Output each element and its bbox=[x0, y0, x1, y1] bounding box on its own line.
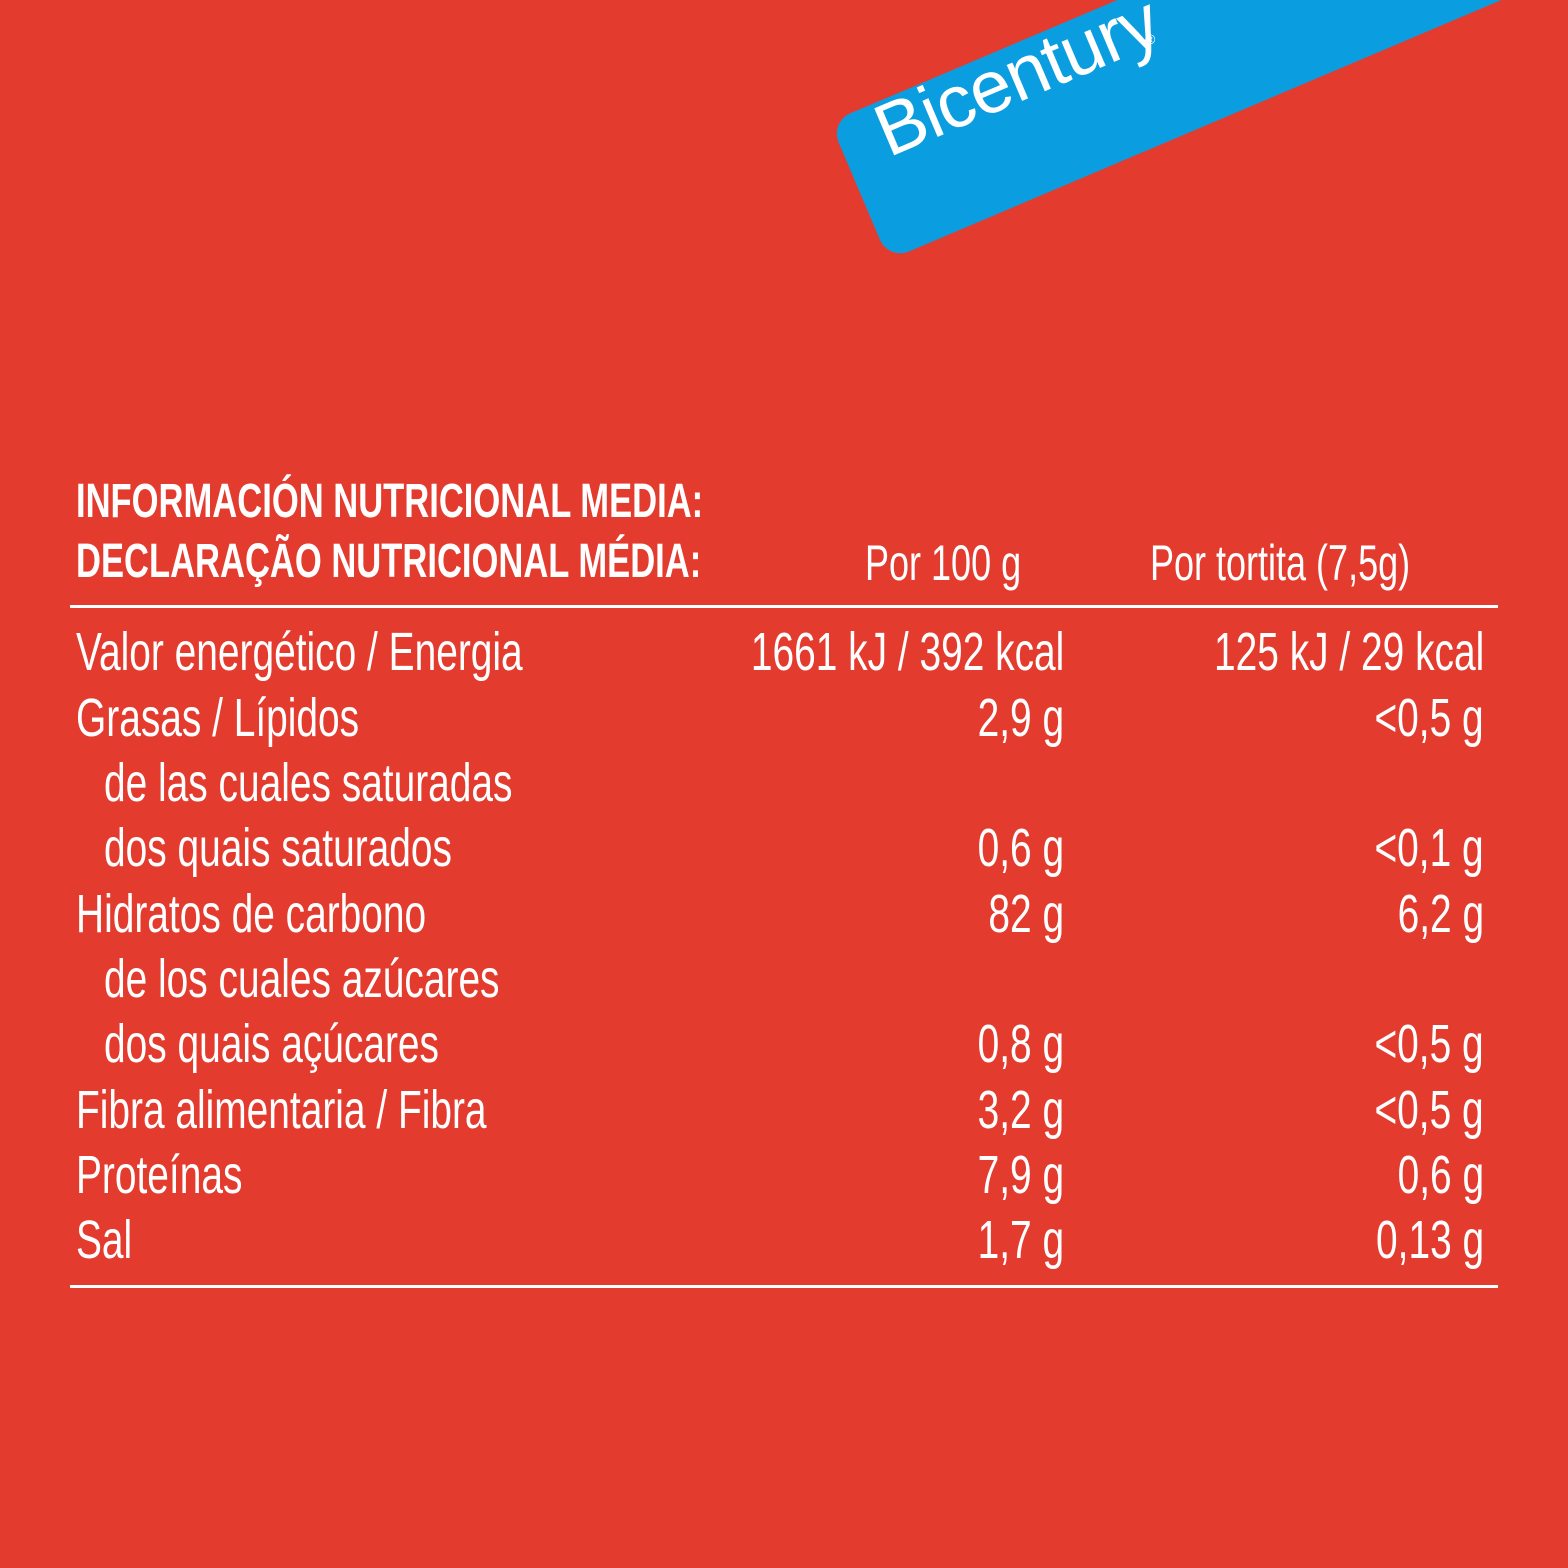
nutrient-label: Proteínas bbox=[76, 1145, 243, 1205]
value-per-unit: 6,2 g bbox=[1397, 884, 1484, 944]
nutrient-label: de las cuales saturadas bbox=[104, 753, 513, 813]
nutrient-label: Valor energético / Energia bbox=[76, 622, 523, 682]
column-header-per-100g: Por 100 g bbox=[865, 535, 1022, 591]
table-row: Proteínas 7,9 g 0,6 g bbox=[0, 1148, 1568, 1214]
nutrient-label: Sal bbox=[76, 1210, 133, 1270]
value-per-unit: 0,6 g bbox=[1397, 1145, 1484, 1205]
value-per-unit: 0,13 g bbox=[1375, 1210, 1484, 1270]
value-per-unit: <0,5 g bbox=[1374, 688, 1484, 748]
table-row: de los cuales azúcares bbox=[0, 952, 1568, 1018]
value-per-100g: 0,8 g bbox=[977, 1014, 1064, 1074]
table-row: de las cuales saturadas bbox=[0, 756, 1568, 822]
value-per-unit: 125 kJ / 29 kcal bbox=[1213, 622, 1484, 682]
value-per-100g: 3,2 g bbox=[977, 1080, 1064, 1140]
table-row: Valor energético / Energia 1661 kJ / 392… bbox=[0, 625, 1568, 691]
table-row: dos quais açúcares 0,8 g <0,5 g bbox=[0, 1017, 1568, 1083]
nutrient-label: Grasas / Lípidos bbox=[76, 688, 360, 748]
title-pt: DECLARAÇÃO NUTRICIONAL MÉDIA: bbox=[76, 535, 702, 588]
table-row: Hidratos de carbono 82 g 6,2 g bbox=[0, 887, 1568, 953]
column-header-per-unit: Por tortita (7,5g) bbox=[1150, 535, 1411, 591]
nutrient-label: dos quais açúcares bbox=[104, 1014, 440, 1074]
table-row: Grasas / Lípidos 2,9 g <0,5 g bbox=[0, 691, 1568, 757]
registered-mark: ® bbox=[1145, 31, 1156, 47]
nutrient-label: Fibra alimentaria / Fibra bbox=[76, 1080, 487, 1140]
table-bottom-rule bbox=[70, 1285, 1498, 1288]
table-row: dos quais saturados 0,6 g <0,1 g bbox=[0, 821, 1568, 887]
value-per-unit: <0,5 g bbox=[1374, 1014, 1484, 1074]
table-row: Sal 1,7 g 0,13 g bbox=[0, 1213, 1568, 1279]
nutrient-label: de los cuales azúcares bbox=[104, 949, 500, 1009]
value-per-unit: <0,1 g bbox=[1374, 818, 1484, 878]
nutrient-label: Hidratos de carbono bbox=[76, 884, 427, 944]
value-per-unit: <0,5 g bbox=[1374, 1080, 1484, 1140]
value-per-100g: 82 g bbox=[988, 884, 1064, 944]
value-per-100g: 2,9 g bbox=[977, 688, 1064, 748]
value-per-100g: 1661 kJ / 392 kcal bbox=[750, 622, 1064, 682]
value-per-100g: 7,9 g bbox=[977, 1145, 1064, 1205]
value-per-100g: 0,6 g bbox=[977, 818, 1064, 878]
table-row: Fibra alimentaria / Fibra 3,2 g <0,5 g bbox=[0, 1083, 1568, 1149]
title-es: INFORMACIÓN NUTRICIONAL MEDIA: bbox=[76, 475, 704, 528]
value-per-100g: 1,7 g bbox=[977, 1210, 1064, 1270]
table-top-rule bbox=[70, 605, 1498, 608]
nutrient-label: dos quais saturados bbox=[104, 818, 452, 878]
